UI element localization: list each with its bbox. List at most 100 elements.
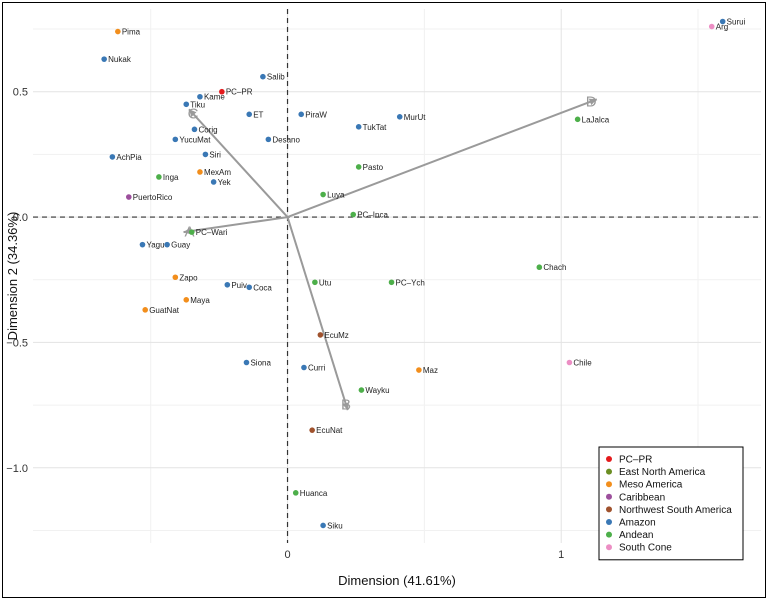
- legend-entry: Amazon: [619, 518, 656, 529]
- point-label: Kame: [204, 93, 225, 102]
- data-point: [246, 284, 253, 291]
- y-tick-label: −1.0: [6, 463, 28, 475]
- data-point: [574, 116, 581, 123]
- x-tick-label: 1: [558, 549, 564, 561]
- point-label: Wayku: [365, 386, 389, 395]
- point-label: Huanca: [300, 489, 328, 498]
- point-label: MurUt: [404, 113, 427, 122]
- data-point: [396, 114, 403, 120]
- data-point: [191, 126, 198, 133]
- data-point: [388, 279, 395, 286]
- data-point: [183, 297, 190, 303]
- data-point: [719, 18, 726, 25]
- y-tick-label: −0.5: [6, 337, 28, 349]
- tick-labels: 0 1 −1.0 −0.5 0.0 0.5: [6, 87, 564, 561]
- point-label: MexAm: [204, 168, 231, 177]
- legend-box: [598, 446, 744, 561]
- data-point: [197, 169, 203, 175]
- point-label: Guay: [171, 241, 190, 250]
- point-label: Zapo: [179, 273, 198, 282]
- arrow-label: D: [586, 93, 597, 110]
- data-point: [246, 111, 253, 118]
- point-label: Siri: [209, 150, 221, 159]
- point-label: AchPia: [116, 153, 142, 162]
- arrow-head: [588, 98, 597, 106]
- legend-entry: Meso America: [619, 480, 683, 491]
- data-point: [320, 522, 326, 529]
- legend-entry: South Cone: [619, 543, 672, 554]
- data-point: [292, 490, 299, 496]
- data-point: [355, 164, 362, 170]
- data-point: [320, 191, 326, 198]
- data-point: [309, 427, 315, 433]
- data-point: [109, 154, 116, 160]
- data-point: [101, 56, 107, 62]
- data-point: [265, 136, 272, 143]
- point-label: Corig: [198, 125, 217, 134]
- loading-arrow-b: [286, 216, 349, 411]
- y-axis-title: Dimension 2 (34.36%): [5, 212, 20, 341]
- data-point: [197, 93, 203, 100]
- loading-arrow-c: [188, 108, 289, 218]
- legend-entry: Caribbean: [619, 492, 665, 503]
- point-label: Curri: [308, 364, 326, 373]
- data-point: [183, 101, 190, 108]
- point-label: Chile: [573, 358, 592, 367]
- data-point: [416, 367, 422, 373]
- loading-arrows: ABCD: [183, 93, 598, 413]
- arrow-head: [189, 109, 197, 117]
- data-point: [219, 88, 225, 95]
- point-label: Siona: [250, 358, 271, 367]
- legend-swatch: [606, 481, 612, 488]
- legend-entry: Northwest South America: [619, 505, 732, 516]
- legend-swatch: [606, 519, 612, 525]
- point-label: EcuNat: [316, 426, 343, 435]
- arrow-head: [342, 402, 349, 411]
- arrow-label: C: [188, 106, 199, 123]
- point-label: PuertoRico: [133, 193, 173, 202]
- data-point: [164, 241, 170, 248]
- data-point: [298, 111, 305, 118]
- data-point: [243, 359, 250, 366]
- data-point: [536, 264, 543, 271]
- legend-swatch: [606, 456, 612, 462]
- legend-swatch: [606, 468, 612, 475]
- data-point: [156, 174, 162, 180]
- point-label: Surui: [727, 18, 746, 27]
- legend-swatch: [606, 493, 612, 500]
- point-label: Chach: [543, 263, 566, 272]
- point-label: PiraW: [305, 110, 327, 119]
- x-axis-title: Dimension (41.61%): [338, 573, 456, 588]
- y-tick-label: 0.0: [13, 212, 28, 224]
- point-label: TukTat: [363, 123, 387, 132]
- legend-swatch: [606, 544, 612, 551]
- point-label: Arg: [716, 23, 728, 32]
- reference-lines: [33, 9, 761, 543]
- data-point: [350, 211, 357, 218]
- data-point: [115, 28, 121, 35]
- data-point: [708, 23, 715, 30]
- point-label: Yagu: [146, 241, 164, 250]
- data-point: [312, 279, 318, 286]
- point-label: Puiv: [231, 281, 247, 290]
- legend-swatch: [606, 531, 612, 538]
- data-point: [566, 359, 573, 366]
- data-point: [317, 332, 324, 338]
- point-label: Coca: [253, 283, 272, 292]
- point-label: Tiku: [190, 100, 205, 109]
- loading-arrow-d: [287, 98, 598, 219]
- data-point: [355, 124, 362, 130]
- legend-swatch: [606, 506, 612, 513]
- arrow-label: B: [341, 396, 351, 413]
- point-label: Maz: [423, 366, 438, 375]
- point-label: PC–Wari: [196, 228, 228, 237]
- point-label: Utu: [319, 278, 331, 287]
- data-point: [301, 364, 307, 371]
- data-point: [358, 387, 365, 393]
- legend-entry: PC–PR: [619, 455, 652, 466]
- point-label: Siku: [327, 521, 343, 530]
- loading-arrow-a: [183, 216, 288, 234]
- legend-entry: East North America: [619, 467, 706, 478]
- point-label: Nukak: [108, 55, 132, 64]
